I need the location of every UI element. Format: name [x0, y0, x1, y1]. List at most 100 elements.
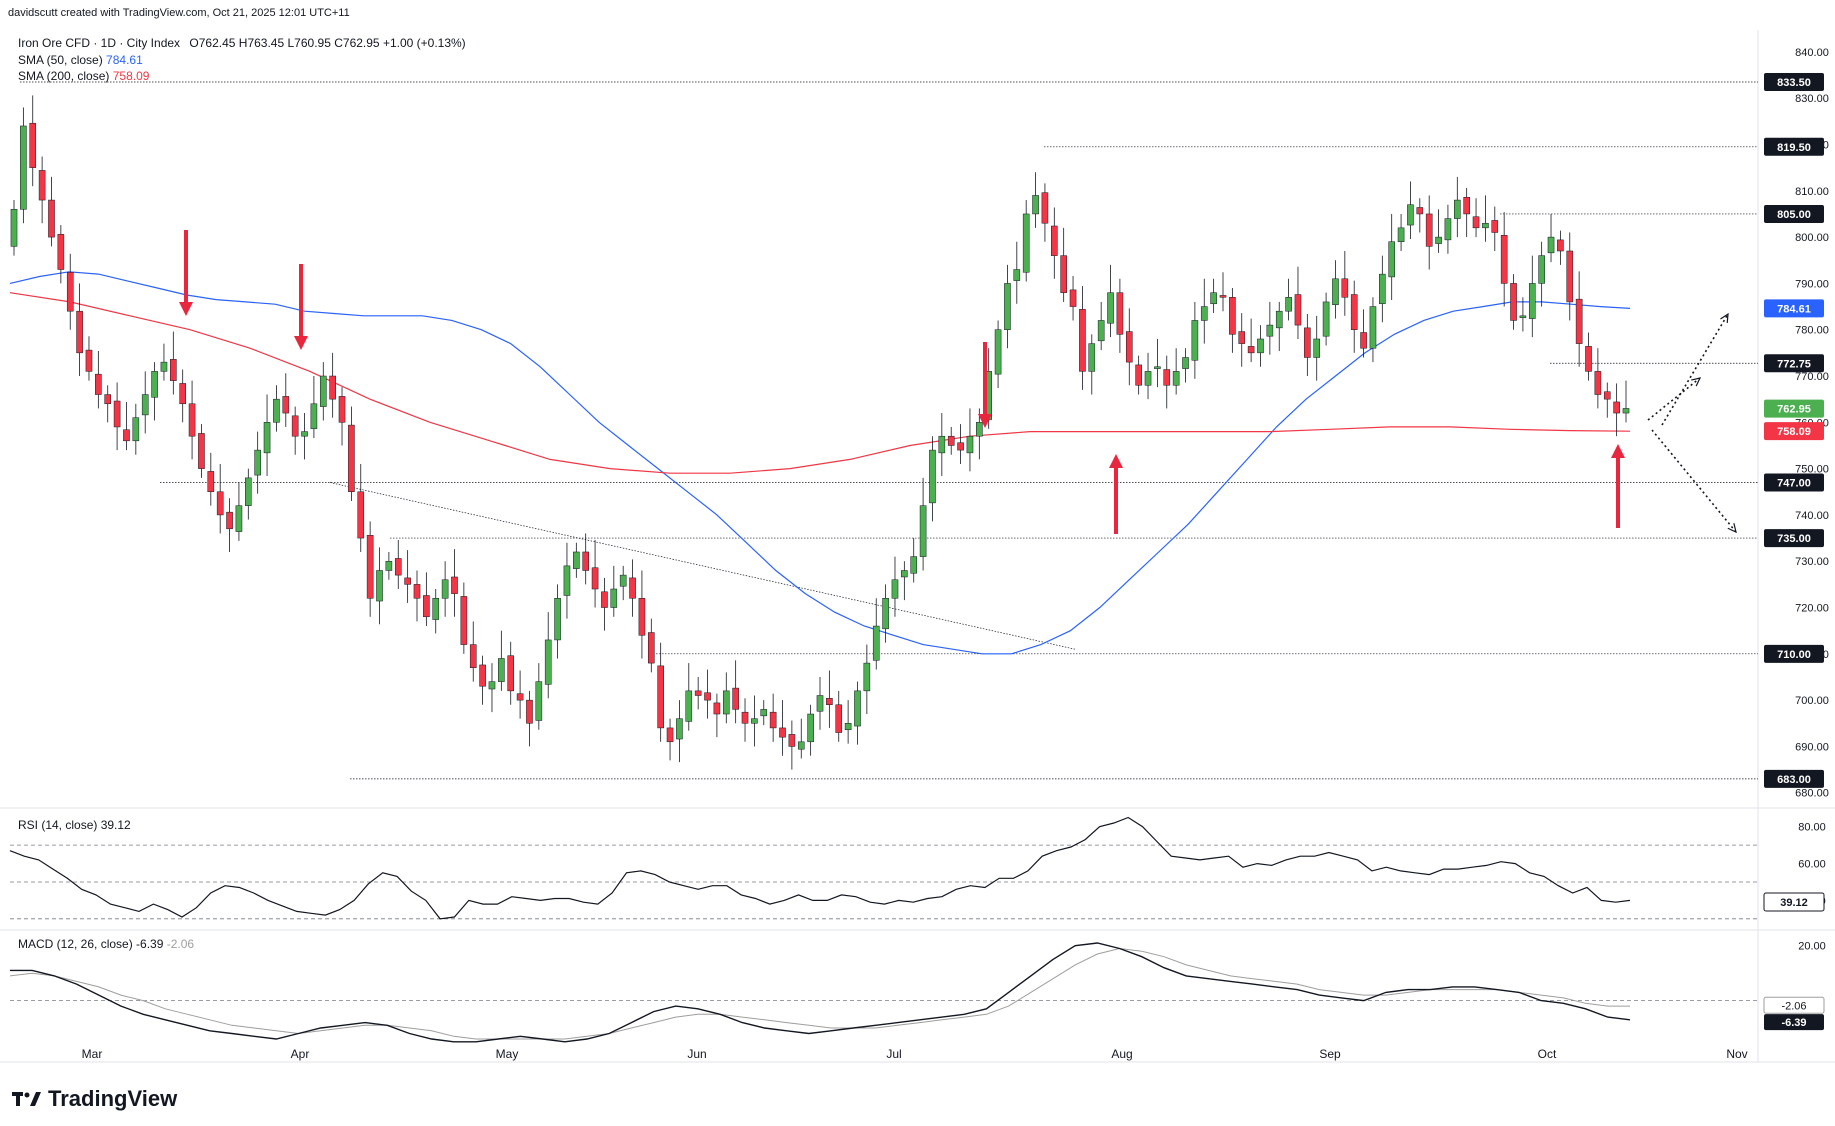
x-tick-label: Oct	[1538, 1047, 1557, 1061]
candle-body	[1332, 278, 1339, 305]
candle-body	[1107, 292, 1114, 324]
candle-body	[38, 170, 46, 201]
candle-body	[1051, 225, 1058, 256]
macd-value: -6.39	[136, 937, 164, 951]
candle-body	[526, 699, 533, 724]
candle-body	[170, 359, 177, 381]
candle-body	[657, 665, 664, 729]
rsi-last-label: 39.12	[1780, 897, 1808, 909]
price-level-tag	[1764, 529, 1824, 548]
candle-body	[732, 687, 739, 710]
candle-body	[1444, 218, 1452, 241]
candle-body	[1135, 364, 1142, 386]
candle-body	[1528, 283, 1536, 319]
candle-body	[929, 449, 936, 504]
candle-body	[1163, 369, 1171, 386]
candle-body	[1435, 236, 1442, 244]
candle-body	[769, 711, 777, 729]
candle-body	[1088, 343, 1096, 372]
candle-body	[291, 415, 299, 437]
sma200-legend[interactable]: SMA (200, close) 758.09	[18, 69, 149, 83]
candle-body	[1116, 292, 1124, 335]
x-tick-label: Jul	[886, 1047, 901, 1061]
y-tick-label: 700.00	[1795, 695, 1829, 707]
candle-body	[788, 734, 796, 747]
y-tick-label: 730.00	[1795, 556, 1829, 568]
price-level-tag	[1764, 72, 1824, 91]
candle-body	[994, 329, 1002, 375]
candle-body	[713, 702, 721, 715]
candle-body	[423, 595, 430, 618]
bearish-path	[1651, 429, 1737, 533]
candle-body	[507, 655, 515, 692]
candle-body	[366, 535, 374, 599]
x-tick-label: Jun	[687, 1047, 706, 1061]
candle-body	[751, 718, 758, 724]
candle-body	[1360, 332, 1367, 349]
candle-body	[816, 695, 824, 712]
signal-last-tag	[1763, 996, 1825, 1014]
candle-body	[891, 579, 899, 599]
signal-value: -2.06	[166, 937, 195, 951]
candle-body	[544, 639, 552, 685]
y-tick-label: 770.00	[1795, 371, 1829, 383]
candle-body	[151, 371, 158, 398]
candle-body	[104, 394, 112, 405]
rsi-value: 39.12	[100, 818, 131, 832]
candle-body	[910, 556, 918, 574]
candle-body	[1603, 391, 1611, 400]
symbol-name[interactable]: Iron Ore CFD · 1D · City Index	[18, 36, 181, 50]
x-tick-label: Mar	[82, 1047, 103, 1061]
candle-body	[976, 422, 983, 437]
bullish-path-1	[1647, 377, 1701, 421]
candle-body	[863, 662, 871, 692]
candle-body	[1407, 204, 1414, 226]
rsi-tick-label: 80.00	[1798, 822, 1826, 834]
y-tick-label: 750.00	[1795, 464, 1829, 476]
candle-body	[535, 681, 543, 721]
candle-body	[1500, 235, 1508, 284]
candle-body	[1379, 273, 1386, 305]
rsi-tick-label: 60.00	[1798, 859, 1826, 871]
sma200-last-label: 758.09	[1777, 426, 1811, 438]
candle-body	[1247, 346, 1255, 354]
x-tick-label: Nov	[1726, 1047, 1747, 1061]
candle-body	[1285, 297, 1292, 312]
macd-legend[interactable]: MACD (12, 26, close) -6.39 -2.06	[18, 937, 194, 951]
y-tick-label: 810.00	[1795, 186, 1829, 198]
candle-body	[685, 690, 693, 722]
candle-body	[947, 435, 955, 446]
candle-body	[394, 558, 402, 576]
tradingview-logo[interactable]: TradingView	[12, 1086, 177, 1112]
candle-body	[1182, 357, 1189, 369]
candle-body	[1322, 301, 1330, 337]
candle-body	[1538, 255, 1545, 284]
bullish-path-2	[1661, 313, 1729, 426]
y-tick-label: 690.00	[1795, 741, 1829, 753]
candle-body	[666, 727, 674, 743]
sma50-value: 784.61	[106, 53, 143, 67]
sma50-legend[interactable]: SMA (50, close) 784.61	[18, 53, 143, 67]
last-price-tag	[1764, 399, 1824, 418]
candle-body	[1041, 192, 1049, 224]
arrow-head	[1109, 454, 1123, 468]
candle-body	[1425, 213, 1433, 247]
sma50-line	[9, 271, 1631, 655]
candle-body	[1004, 283, 1011, 330]
candle-body	[901, 570, 908, 578]
chart-canvas[interactable]: Mar Apr May Jun Jul Aug Sep Oct Nov 680.00 690.00 7…	[0, 0, 1835, 1080]
sma50-label: SMA (50, close)	[18, 53, 103, 67]
ohlc-close: C762.95	[334, 36, 380, 50]
candle-body	[1125, 331, 1133, 363]
candle-body	[376, 570, 383, 602]
candle-body	[1032, 195, 1039, 215]
candle-body	[1622, 408, 1630, 414]
rsi-legend[interactable]: RSI (14, close) 39.12	[18, 818, 131, 832]
candle-body	[1060, 255, 1067, 293]
symbol-line: Iron Ore CFD · 1D · City Index O762.45 H…	[18, 36, 466, 50]
candle-body	[779, 727, 786, 738]
candle-body	[1013, 269, 1021, 281]
x-tick-label: May	[496, 1047, 519, 1061]
candle-body	[479, 664, 486, 687]
y-tick-label: 840.00	[1795, 47, 1829, 59]
